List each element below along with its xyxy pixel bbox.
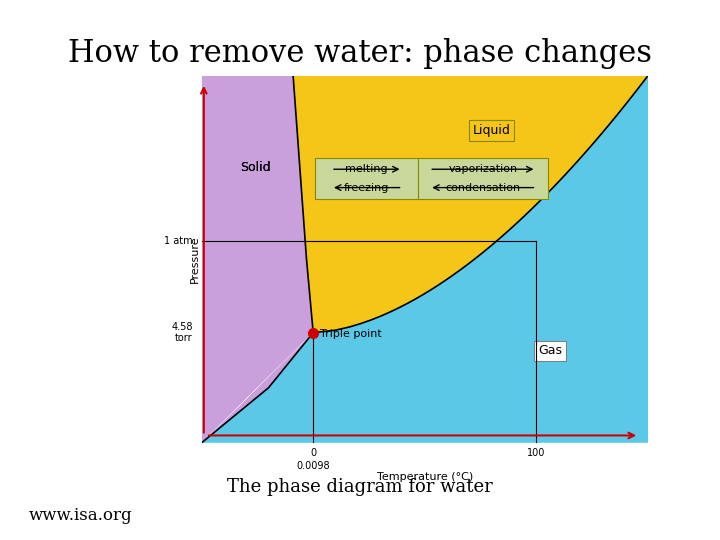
Text: freezing: freezing [344, 183, 390, 193]
Text: Liquid: Liquid [473, 124, 510, 137]
Text: 0: 0 [310, 448, 316, 458]
Text: 4.58
torr: 4.58 torr [171, 322, 193, 343]
FancyBboxPatch shape [418, 158, 547, 199]
Text: 0.0098: 0.0098 [297, 461, 330, 471]
Text: The phase diagram for water: The phase diagram for water [227, 478, 493, 496]
Text: 100: 100 [527, 448, 546, 458]
Text: vaporization: vaporization [449, 164, 518, 174]
Text: How to remove water: phase changes: How to remove water: phase changes [68, 38, 652, 69]
Text: 1 atm: 1 atm [164, 236, 193, 246]
Text: Solid: Solid [240, 161, 271, 174]
Polygon shape [202, 76, 313, 443]
Polygon shape [293, 76, 648, 333]
Text: freezing: freezing [344, 181, 390, 191]
Text: Temperature (°C): Temperature (°C) [377, 472, 473, 482]
Text: melting: melting [346, 164, 388, 174]
Text: melting: melting [346, 164, 388, 174]
Polygon shape [202, 76, 648, 443]
Text: Gas: Gas [538, 345, 562, 357]
Text: condensation: condensation [445, 183, 521, 193]
Text: www.isa.org: www.isa.org [29, 507, 132, 524]
Text: Solid: Solid [240, 161, 271, 174]
FancyBboxPatch shape [315, 158, 418, 199]
Text: Pressure: Pressure [190, 235, 200, 283]
Text: Triple point: Triple point [320, 329, 382, 340]
